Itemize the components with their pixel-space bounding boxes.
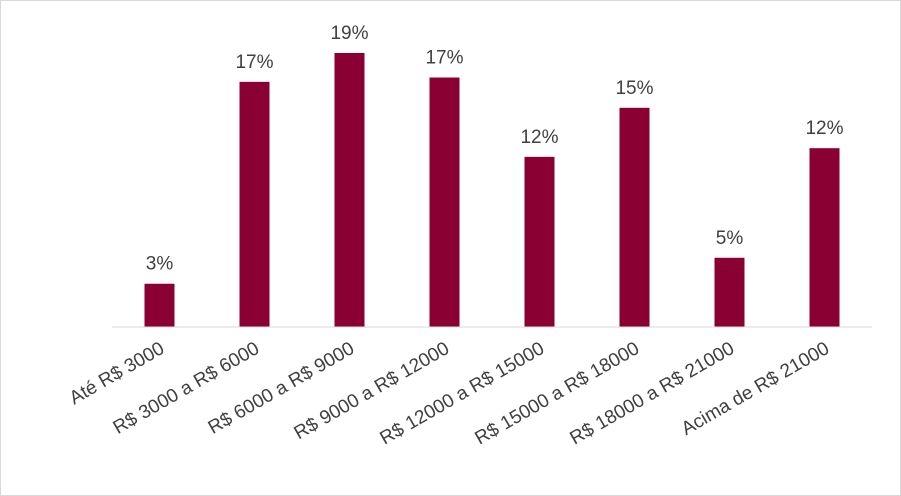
bar [809, 148, 840, 327]
data-label: 12% [805, 118, 843, 139]
bar [239, 81, 270, 327]
data-label: 17% [235, 52, 273, 73]
data-label: 17% [425, 48, 463, 69]
data-label: 12% [520, 127, 558, 148]
data-label: 5% [716, 228, 744, 249]
bar [619, 107, 650, 327]
bar [714, 257, 745, 327]
bar [334, 53, 365, 327]
bar [524, 156, 555, 327]
data-label: 15% [615, 78, 653, 99]
bar [144, 283, 175, 327]
data-label: 19% [330, 23, 368, 44]
data-label: 3% [146, 254, 174, 275]
bar [429, 77, 460, 327]
